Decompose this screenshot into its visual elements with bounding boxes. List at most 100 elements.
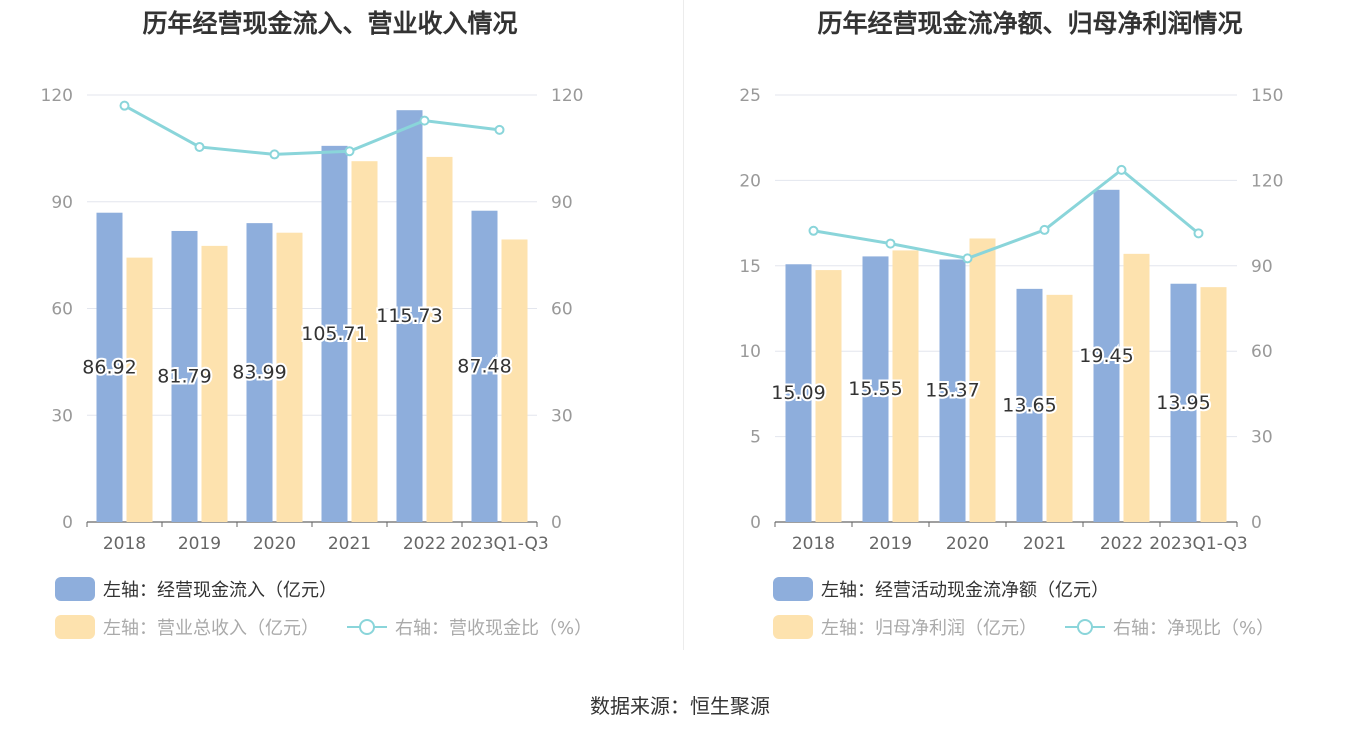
bar-primary [171,230,198,522]
ratio-point [885,238,896,249]
y-tick-label-left: 25 [739,86,761,106]
y-tick-label-left: 30 [51,406,73,426]
bar-secondary [426,156,453,522]
y-tick-label-right: 0 [551,513,562,533]
y-tick-label-left: 120 [41,86,73,106]
x-tick-label: 2023Q1-Q3 [450,534,548,554]
ratio-point [1193,228,1204,239]
bar-primary [1170,283,1197,522]
y-tick-label-right: 90 [1251,257,1273,277]
legend-row-2: 左轴：营业总收入（亿元） 右轴：营收现金比（%） [55,614,592,640]
ratio-point [1039,224,1050,235]
bar-data-label: 87.48 [457,355,511,377]
y-tick-label-left: 90 [51,193,73,213]
x-tick-label: 2020 [946,534,989,554]
bar-primary [471,210,498,523]
ratio-point [119,100,130,111]
legend-label-profit[interactable]: 左轴：归母净利润（亿元） [821,618,1037,639]
bar-secondary [1200,287,1227,522]
bar-secondary [351,161,378,522]
bar-data-label: 105.71 [301,323,367,345]
y-tick-label-left: 15 [739,257,761,277]
legend-label-ratio[interactable]: 右轴：净现比（%） [1113,618,1275,639]
y-tick-label-right: 150 [1251,86,1283,106]
bar-data-label: 83.99 [232,362,286,384]
legend-line-icon [347,615,387,639]
x-tick-label: 2019 [178,534,221,554]
legend-line-icon [1065,615,1105,639]
ratio-line [123,104,500,156]
bar-data-label: 115.73 [376,305,442,327]
bar-primary [96,212,123,523]
ratio-line [813,167,1200,260]
bar-secondary [501,239,528,523]
right-chart-panel: 历年经营现金流净额、归母净利润情况 0 5 10 15 20 25 0 30 60 90 120 15… [680,0,1360,660]
y-tick-label-left: 20 [739,171,761,191]
x-tick-label: 2021 [328,534,371,554]
y-tick-label-left: 10 [739,342,761,362]
y-tick-label-left: 0 [62,513,73,533]
bar-secondary [892,250,919,523]
x-tick-label: 2022 [1100,534,1143,554]
legend-swatch-blue [773,577,813,601]
y-tick-label-right: 120 [551,86,583,106]
y-tick-label-right: 90 [551,193,573,213]
bar-primary [1093,189,1120,522]
legend-label-ratio[interactable]: 右轴：营收现金比（%） [395,618,593,639]
chart-title: 历年经营现金流净额、归母净利润情况 [817,9,1243,38]
bar-data-label: 15.09 [771,382,825,404]
ratio-point [808,225,819,236]
y-tick-label-right: 0 [1251,513,1262,533]
ratio-point [419,115,430,126]
bar-secondary [1123,253,1150,522]
cash-inflow-revenue-chart: 0 30 60 90 120 0 30 60 90 120 2018 2019 2020 2021 2022… [41,86,584,554]
legend-label: 左轴：经营活动现金流净额（亿元） [821,580,1109,601]
bar-data-label: 19.45 [1079,345,1133,367]
bar-secondary [276,232,303,522]
y-tick-label-right: 60 [1251,342,1273,362]
bar-secondary [969,238,996,523]
bar-data-label: 13.65 [1002,394,1056,416]
legend-row-2: 左轴：归母净利润（亿元） 右轴：净现比（%） [773,614,1274,640]
y-tick-label-left: 5 [750,428,761,448]
legend-item-cash-inflow[interactable]: 左轴：经营现金流入（亿元） [55,576,337,602]
x-tick-label: 2019 [869,534,912,554]
x-tick-label: 2021 [1023,534,1066,554]
x-tick-label: 2023Q1-Q3 [1149,534,1247,554]
legend-item-net-cash-flow[interactable]: 左轴：经营活动现金流净额（亿元） [773,576,1109,602]
data-source: 数据来源：恒生聚源 [590,694,770,718]
y-tick-label-right: 30 [551,406,573,426]
chart-title: 历年经营现金流入、营业收入情况 [142,9,518,38]
ratio-point [962,253,973,264]
net-cash-flow-profit-chart: 0 5 10 15 20 25 0 30 60 90 120 150 2018 2019 2020 2021 2… [739,86,1283,554]
bar-primary [862,256,889,522]
y-tick-label-right: 30 [1251,428,1273,448]
ratio-point [194,141,205,152]
y-tick-label-right: 60 [551,300,573,320]
bar-primary [396,110,423,522]
bar-data-label: 15.37 [925,380,979,402]
ratio-point [344,146,355,157]
bar-secondary [1046,294,1073,522]
bar-primary [939,259,966,522]
x-tick-label: 2018 [792,534,835,554]
y-tick-label-right: 120 [1251,171,1283,191]
x-tick-label: 2020 [253,534,296,554]
ratio-point [1116,164,1127,175]
y-tick-label-left: 0 [750,513,761,533]
ratio-point [269,149,280,160]
x-tick-label: 2022 [403,534,446,554]
bar-secondary [201,245,228,522]
bar-primary [321,145,348,523]
panel-divider [683,0,684,650]
ratio-point [494,124,505,135]
bar-secondary [815,270,842,522]
legend-swatch-blue [55,577,95,601]
y-tick-label-left: 60 [51,300,73,320]
legend-swatch-yellow [773,615,813,639]
bar-data-label: 15.55 [848,378,902,400]
legend-swatch-yellow [55,615,95,639]
legend-label-revenue[interactable]: 左轴：营业总收入（亿元） [103,618,319,639]
bar-primary [246,223,273,522]
bar-primary [1016,288,1043,522]
